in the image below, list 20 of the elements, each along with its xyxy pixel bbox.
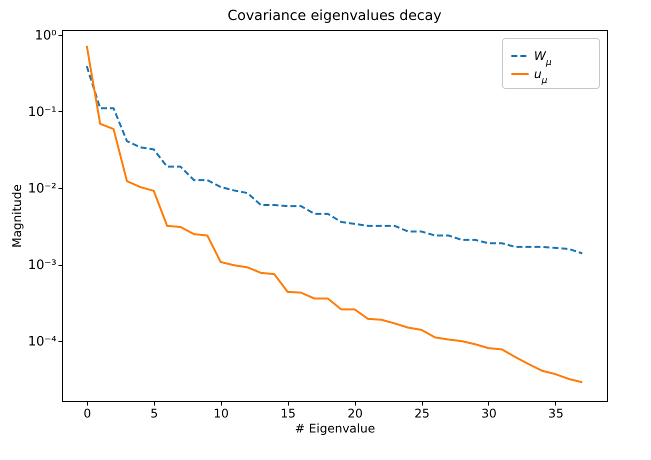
x-axis-title: # Eigenvalue: [294, 422, 376, 436]
x-tick-label: 0: [83, 406, 92, 420]
y-tick-label: 10⁻⁴: [28, 334, 56, 350]
y-tick-label: 10⁻²: [28, 182, 56, 197]
x-tick-label: 30: [481, 406, 497, 420]
y-tick-label: 10⁻³: [28, 258, 56, 274]
y-tick-label: 10⁻¹: [28, 104, 56, 120]
y-tick-label: 10⁰: [34, 28, 56, 44]
legend-label: W$_{μ}$: [534, 49, 552, 68]
line-series: [86, 44, 584, 384]
x-tick-label: 20: [347, 406, 363, 420]
x-tick-label: 10: [214, 406, 229, 420]
x-tick-label: 35: [548, 406, 564, 420]
y-axis-title: Magnitude: [10, 184, 24, 248]
x-tick-label: 15: [280, 406, 296, 420]
x-tick-label: 5: [150, 406, 158, 420]
line-series: [86, 65, 584, 254]
x-tick-label: 25: [414, 406, 430, 420]
chart-title: Covariance eigenvalues decay: [228, 8, 442, 24]
legend-label: u$_{μ}$: [534, 67, 548, 86]
